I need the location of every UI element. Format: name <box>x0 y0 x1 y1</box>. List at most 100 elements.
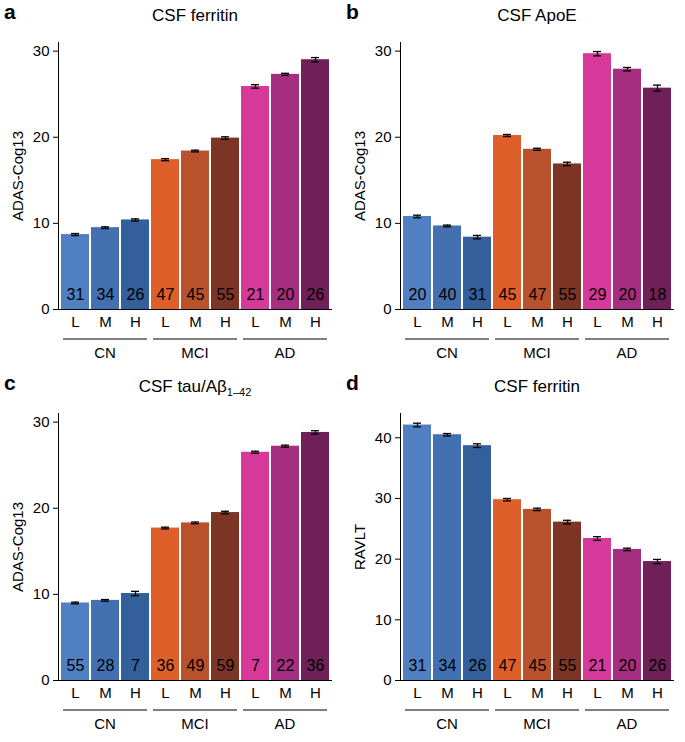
svg-text:H: H <box>220 313 231 330</box>
svg-text:26: 26 <box>469 657 487 674</box>
svg-text:L: L <box>161 684 169 701</box>
svg-text:M: M <box>99 684 112 701</box>
svg-text:H: H <box>562 313 573 330</box>
svg-text:34: 34 <box>439 657 457 674</box>
svg-text:M: M <box>279 684 292 701</box>
svg-text:36: 36 <box>307 657 325 674</box>
svg-text:29: 29 <box>589 286 607 303</box>
svg-text:10: 10 <box>33 214 50 231</box>
svg-text:20: 20 <box>375 128 392 145</box>
svg-text:47: 47 <box>157 286 175 303</box>
svg-text:30: 30 <box>33 42 50 59</box>
svg-text:H: H <box>130 684 141 701</box>
svg-text:MCI: MCI <box>181 344 209 361</box>
svg-text:L: L <box>503 313 511 330</box>
svg-text:CN: CN <box>94 344 116 361</box>
svg-text:30: 30 <box>375 489 392 506</box>
svg-text:ADAS-Cog13: ADAS-Cog13 <box>9 502 26 592</box>
svg-text:30: 30 <box>33 413 50 430</box>
svg-text:M: M <box>279 313 292 330</box>
svg-text:20: 20 <box>33 499 50 516</box>
svg-text:34: 34 <box>97 286 115 303</box>
svg-text:MCI: MCI <box>181 715 209 732</box>
svg-text:H: H <box>472 684 483 701</box>
svg-text:H: H <box>130 313 141 330</box>
svg-text:28: 28 <box>97 657 115 674</box>
svg-text:L: L <box>71 313 79 330</box>
svg-text:10: 10 <box>375 214 392 231</box>
svg-text:M: M <box>441 684 454 701</box>
svg-text:36: 36 <box>157 657 175 674</box>
svg-text:H: H <box>652 313 663 330</box>
svg-text:M: M <box>99 313 112 330</box>
svg-text:20: 20 <box>619 657 637 674</box>
svg-text:20: 20 <box>33 128 50 145</box>
svg-text:26: 26 <box>307 286 325 303</box>
svg-text:L: L <box>71 684 79 701</box>
svg-text:H: H <box>652 684 663 701</box>
svg-text:49: 49 <box>187 657 205 674</box>
svg-text:H: H <box>472 313 483 330</box>
svg-text:AD: AD <box>275 715 296 732</box>
svg-text:M: M <box>621 313 634 330</box>
svg-text:L: L <box>503 684 511 701</box>
svg-text:L: L <box>251 684 259 701</box>
svg-text:H: H <box>220 684 231 701</box>
svg-text:0: 0 <box>383 671 391 688</box>
svg-text:20: 20 <box>409 286 427 303</box>
svg-text:M: M <box>531 684 544 701</box>
svg-text:RAVLT: RAVLT <box>351 524 368 570</box>
svg-text:21: 21 <box>589 657 607 674</box>
svg-text:47: 47 <box>529 286 547 303</box>
svg-text:M: M <box>531 313 544 330</box>
svg-text:59: 59 <box>217 657 235 674</box>
svg-text:21: 21 <box>247 286 265 303</box>
svg-text:L: L <box>413 313 421 330</box>
svg-text:31: 31 <box>67 286 85 303</box>
svg-text:L: L <box>593 313 601 330</box>
svg-text:MCI: MCI <box>523 344 551 361</box>
svg-text:40: 40 <box>439 286 457 303</box>
svg-text:10: 10 <box>375 611 392 628</box>
svg-text:M: M <box>441 313 454 330</box>
svg-text:18: 18 <box>649 286 667 303</box>
svg-text:H: H <box>562 684 573 701</box>
svg-text:MCI: MCI <box>523 715 551 732</box>
svg-text:45: 45 <box>499 286 517 303</box>
svg-text:AD: AD <box>617 715 638 732</box>
svg-text:M: M <box>621 684 634 701</box>
svg-text:55: 55 <box>217 286 235 303</box>
svg-text:0: 0 <box>41 671 49 688</box>
svg-text:55: 55 <box>559 657 577 674</box>
svg-text:7: 7 <box>251 657 260 674</box>
svg-text:10: 10 <box>33 585 50 602</box>
svg-text:55: 55 <box>559 286 577 303</box>
svg-text:CN: CN <box>436 344 458 361</box>
svg-text:7: 7 <box>131 657 140 674</box>
svg-text:H: H <box>310 684 321 701</box>
svg-text:45: 45 <box>529 657 547 674</box>
svg-text:40: 40 <box>375 429 392 446</box>
svg-text:AD: AD <box>617 344 638 361</box>
svg-text:0: 0 <box>41 300 49 317</box>
svg-text:M: M <box>189 313 202 330</box>
svg-text:31: 31 <box>409 657 427 674</box>
svg-text:ADAS-Cog13: ADAS-Cog13 <box>351 131 368 221</box>
svg-text:47: 47 <box>499 657 517 674</box>
svg-text:0: 0 <box>383 300 391 317</box>
svg-text:20: 20 <box>277 286 295 303</box>
svg-text:26: 26 <box>649 657 667 674</box>
svg-text:L: L <box>161 313 169 330</box>
svg-text:31: 31 <box>469 286 487 303</box>
svg-text:L: L <box>593 684 601 701</box>
svg-text:CN: CN <box>94 715 116 732</box>
svg-text:CN: CN <box>436 715 458 732</box>
svg-text:L: L <box>413 684 421 701</box>
svg-text:30: 30 <box>375 42 392 59</box>
svg-text:AD: AD <box>275 344 296 361</box>
svg-text:45: 45 <box>187 286 205 303</box>
svg-text:ADAS-Cog13: ADAS-Cog13 <box>9 131 26 221</box>
svg-text:20: 20 <box>375 550 392 567</box>
svg-text:22: 22 <box>277 657 295 674</box>
svg-text:55: 55 <box>67 657 85 674</box>
